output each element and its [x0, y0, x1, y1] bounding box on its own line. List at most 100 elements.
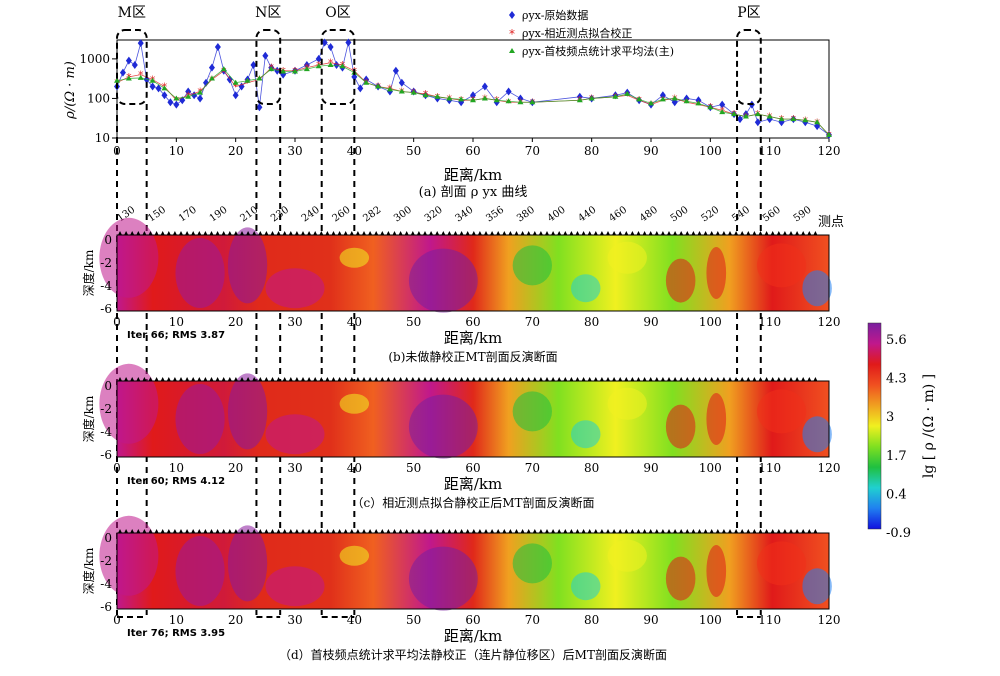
station-marker: [514, 529, 519, 533]
resistivity-anomaly: [175, 238, 225, 308]
avg-point: [232, 79, 239, 85]
station-marker: [764, 529, 769, 533]
resistivity-anomaly: [99, 515, 159, 596]
avg-point: [375, 83, 382, 89]
station-marker: [270, 377, 275, 381]
station-marker: [319, 529, 324, 533]
section-caption: (b)未做静校正MT剖面反演断面: [388, 349, 557, 364]
station-marker: [404, 231, 409, 235]
station-marker: [313, 529, 318, 533]
raw-point: [161, 91, 168, 100]
depth-tick-label: -2: [100, 402, 112, 416]
section-x-tick-label: 100: [699, 461, 722, 475]
station-marker: [258, 529, 263, 533]
raw-point: [256, 103, 263, 112]
section-x-tick-label: 80: [584, 613, 599, 627]
station-marker: [416, 529, 421, 533]
station-marker: [118, 377, 122, 381]
depth-tick-label: -6: [100, 600, 112, 614]
station-marker: [734, 231, 739, 235]
station-marker: [569, 231, 574, 235]
station-marker: [520, 231, 525, 235]
station-marker: [435, 377, 440, 381]
section-xlabel: 距离/km: [444, 329, 502, 347]
station-marker: [520, 529, 525, 533]
panel-a-series: ****************************************…: [114, 38, 832, 142]
station-label: 320: [423, 204, 445, 224]
station-marker: [484, 529, 488, 533]
station-marker: [233, 529, 238, 533]
station-marker: [410, 529, 415, 533]
section-x-tick-label: 90: [643, 315, 658, 329]
station-marker: [191, 377, 196, 381]
depth-tick-label: -4: [100, 279, 112, 293]
depth-tick-label: -4: [100, 425, 112, 439]
station-axis: 130 150 170 190 210 230 240 260 282 300 320 340 356 3…: [115, 204, 844, 230]
section-x-tick-label: 10: [169, 461, 184, 475]
depth-tick-label: -2: [100, 554, 112, 568]
station-marker: [416, 377, 421, 381]
station-marker: [575, 377, 580, 381]
station-marker: [288, 231, 293, 235]
station-marker: [569, 377, 574, 381]
station-marker: [404, 529, 409, 533]
station-marker: [545, 529, 549, 533]
resistivity-anomaly: [665, 404, 696, 449]
station-marker: [276, 231, 281, 235]
station-marker: [392, 529, 397, 533]
station-label: 500: [669, 204, 691, 224]
station-marker: [465, 377, 470, 381]
zone-annotations: M区 N区 O区 P区: [116, 5, 762, 618]
station-marker: [630, 231, 635, 235]
zone-box: [255, 29, 282, 105]
resistivity-anomaly: [706, 545, 727, 597]
avg-point: [505, 98, 512, 104]
x-tick-label: 90: [643, 144, 658, 158]
avg-point: [802, 117, 809, 123]
section-x-tick-label: 100: [699, 315, 722, 329]
station-marker: [557, 377, 562, 381]
station-marker: [355, 529, 360, 533]
station-marker: [728, 231, 732, 235]
x-tick-label: 30: [287, 144, 302, 158]
section-x-tick-label: 80: [584, 461, 599, 475]
station-marker: [581, 377, 586, 381]
station-marker: [593, 529, 598, 533]
avg-point: [173, 95, 180, 101]
avg-point: [446, 95, 453, 101]
station-marker: [172, 231, 177, 235]
section-iter-rms: Iter 60; RMS 4.12: [127, 476, 225, 487]
station-marker: [502, 377, 507, 381]
station-marker: [386, 231, 391, 235]
station-marker: [538, 377, 543, 381]
station-marker: [734, 529, 739, 533]
x-tick-label: 50: [406, 144, 421, 158]
x-tick-label: 120: [818, 144, 841, 158]
zone-label: M区: [118, 5, 146, 21]
station-marker: [776, 529, 781, 533]
resistivity-anomaly: [706, 247, 727, 299]
station-marker: [142, 529, 147, 533]
station-marker: [667, 529, 671, 533]
raw-point: [125, 56, 132, 65]
fit-point: *: [233, 81, 239, 94]
station-marker: [496, 377, 501, 381]
station-marker: [502, 529, 507, 533]
panel-a-xlabel: 距离/km: [444, 166, 502, 184]
raw-point: [470, 91, 476, 100]
legend-marker: [509, 11, 515, 19]
avg-point: [303, 66, 310, 72]
station-marker: [502, 231, 507, 235]
station-marker: [630, 377, 635, 381]
station-marker: [331, 231, 336, 235]
station-marker: [276, 529, 281, 533]
resistivity-anomaly: [802, 568, 832, 605]
station-marker: [715, 529, 720, 533]
raw-point: [197, 94, 204, 103]
raw-point: [695, 96, 702, 105]
station-marker: [362, 231, 366, 235]
resistivity-anomaly: [607, 241, 647, 274]
avg-point: [636, 96, 643, 102]
resistivity-anomaly: [265, 414, 325, 455]
